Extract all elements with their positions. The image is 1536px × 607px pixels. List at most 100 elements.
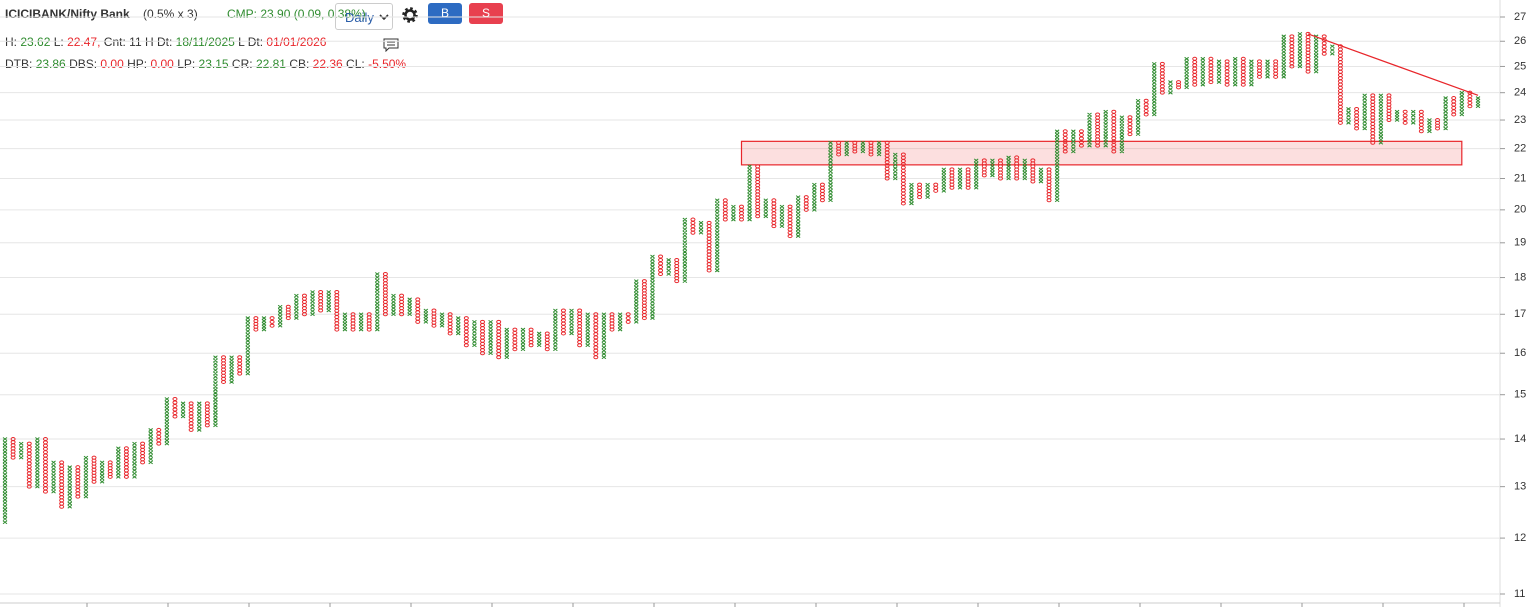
interval: Daily	[345, 10, 374, 25]
stat-label: CR:	[231, 57, 253, 71]
x-column	[714, 198, 720, 273]
o-column	[803, 195, 809, 212]
o-column	[1354, 106, 1360, 131]
interval-select[interactable]: Daily	[335, 3, 393, 30]
zone	[740, 140, 1463, 166]
o-column	[447, 312, 453, 336]
x-column	[180, 401, 186, 419]
o-column	[188, 401, 194, 432]
o-column	[1402, 109, 1408, 125]
o-column	[771, 198, 777, 229]
o-column	[819, 182, 825, 203]
o-column	[528, 327, 534, 348]
o-column	[10, 437, 16, 460]
stat-label: LP:	[177, 57, 196, 71]
x-column	[1427, 118, 1432, 134]
x-column	[1022, 158, 1028, 181]
comment-icon[interactable]	[383, 38, 399, 52]
o-column	[868, 140, 874, 157]
x-column	[1281, 34, 1287, 79]
x-column	[1103, 109, 1108, 148]
y-tick-label: 23	[1514, 114, 1526, 126]
x-column	[148, 428, 153, 465]
x-column	[909, 182, 914, 206]
x-column	[1410, 109, 1416, 125]
x-column	[1346, 107, 1351, 125]
stat-label: H Dt:	[144, 35, 173, 49]
o-column	[253, 316, 259, 332]
o-column	[1467, 90, 1473, 109]
o-column	[852, 140, 858, 154]
x-column	[973, 158, 979, 190]
o-column	[900, 152, 906, 206]
o-column	[965, 167, 971, 190]
x-column	[132, 441, 137, 479]
x-column	[1394, 109, 1400, 122]
o-column	[560, 308, 566, 336]
x-column	[1200, 56, 1206, 87]
o-column	[318, 289, 324, 313]
stat-value: 22.47,	[67, 35, 101, 49]
o-column	[933, 182, 939, 193]
o-column	[739, 204, 745, 222]
x-column	[876, 140, 882, 157]
x-column	[1330, 44, 1335, 56]
x-column	[391, 293, 396, 317]
y-tick-label: 22	[1514, 143, 1526, 155]
o-column	[690, 217, 696, 235]
x-column	[374, 272, 380, 332]
y-tick-label: 19	[1514, 237, 1526, 249]
x-column	[1038, 167, 1044, 184]
x-column	[633, 279, 639, 324]
stat-label: H:	[5, 35, 17, 49]
stat-value: 23.86	[35, 57, 66, 71]
o-column	[1159, 61, 1165, 95]
x-column	[585, 312, 591, 348]
stat-label: Cnt:	[103, 35, 126, 49]
settings-icon[interactable]	[401, 6, 419, 24]
o-column	[107, 460, 113, 479]
o-column	[237, 355, 243, 376]
x-column	[35, 437, 40, 489]
x-column	[488, 319, 493, 356]
x-column	[698, 220, 704, 235]
o-column	[1176, 80, 1182, 90]
x-column	[196, 401, 202, 432]
o-column	[1224, 59, 1230, 87]
x-column	[1265, 59, 1270, 79]
x-column	[261, 316, 267, 332]
x-column	[67, 465, 73, 509]
stat-value: 22.36	[312, 57, 343, 71]
y-tick-label: 16	[1514, 347, 1526, 359]
o-column	[1192, 56, 1198, 87]
o-column	[658, 254, 664, 276]
o-column	[172, 397, 178, 419]
o-column	[366, 312, 372, 332]
x-column	[1216, 59, 1222, 84]
buy-button[interactable]: B	[428, 3, 462, 24]
o-column	[625, 312, 631, 324]
y-tick-label: 18	[1514, 271, 1526, 283]
o-column	[399, 293, 405, 317]
x-column	[601, 312, 607, 360]
o-column	[1127, 115, 1133, 137]
y-tick-label: 21	[1514, 172, 1526, 184]
x-column	[860, 140, 866, 154]
stat-value: 23.62	[20, 35, 51, 49]
y-tick-label: 15	[1514, 389, 1526, 401]
stat-value: 22.81	[255, 57, 286, 71]
o-column	[1386, 93, 1392, 123]
o-column	[836, 140, 842, 157]
x-column	[536, 331, 542, 348]
y-tick-label: 14	[1514, 433, 1526, 445]
stat-label: CL:	[346, 57, 365, 71]
stat-label: HP:	[127, 57, 148, 71]
stat-label: L Dt:	[238, 35, 264, 49]
chevron	[379, 14, 389, 21]
x-column	[1459, 90, 1465, 117]
stat-label: DTB:	[5, 57, 33, 71]
x-column	[1443, 96, 1448, 131]
stats-line-1: H: 23.62 L: 22.47, Cnt: 11 H Dt: 18/11/2…	[5, 35, 326, 49]
x-column	[99, 460, 105, 484]
sell-button[interactable]: S	[469, 3, 503, 24]
